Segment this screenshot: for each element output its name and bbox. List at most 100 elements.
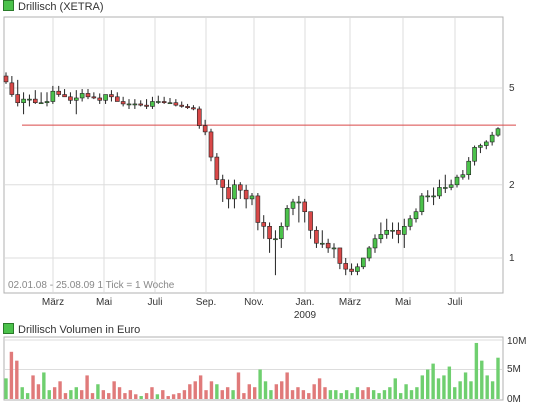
volume-bar: [426, 369, 430, 399]
y-tick-label-2: 2: [509, 180, 515, 191]
candle-body: [466, 160, 472, 176]
candle: [284, 205, 290, 231]
candle-body: [62, 94, 67, 98]
candle: [472, 145, 477, 166]
volume-bar: [366, 387, 370, 399]
volume-bar: [161, 390, 165, 399]
candle: [202, 119, 208, 136]
candle-body: [21, 98, 26, 104]
candle: [126, 99, 132, 109]
candle: [489, 131, 495, 146]
volume-bar: [166, 396, 170, 399]
candle: [50, 85, 56, 104]
x-tick-label-may-08: Mai: [96, 297, 112, 308]
volume-bar: [204, 390, 208, 399]
volume-bar: [253, 387, 257, 399]
volume-bar: [9, 351, 14, 399]
candle: [32, 90, 38, 104]
candle-body: [120, 101, 126, 105]
candle-body: [173, 102, 179, 106]
candle-body: [97, 97, 103, 101]
candle-body: [431, 195, 436, 198]
candle-body: [85, 93, 91, 98]
volume-bar: [52, 387, 57, 399]
volume-bar: [258, 369, 262, 399]
candle: [237, 182, 243, 199]
x-axis: März Mai Juli Sep. Nov. Jan. März Mai Ju…: [42, 297, 463, 321]
candle: [431, 187, 436, 206]
volume-bar: [474, 342, 479, 399]
candle: [325, 238, 331, 253]
volume-bar: [134, 394, 138, 399]
volume-bar: [334, 390, 338, 399]
candle-body: [114, 96, 120, 102]
x-year-label: 2009: [294, 310, 317, 321]
volume-bar: [269, 390, 273, 399]
candle-body: [448, 184, 454, 188]
volume-bar: [355, 387, 360, 399]
candlestick-series: [3, 72, 501, 276]
candle-body: [489, 134, 495, 143]
candle: [38, 92, 44, 105]
candle: [478, 143, 483, 154]
volume-bar: [317, 378, 322, 399]
candle-body: [396, 229, 401, 235]
volume-bar: [182, 390, 187, 399]
candle-body: [483, 141, 489, 146]
volume-bar: [431, 363, 435, 399]
candle-body: [360, 257, 366, 268]
volume-bar: [128, 390, 133, 399]
volume-bar: [307, 393, 311, 399]
candle: [302, 198, 308, 223]
candle: [114, 92, 120, 102]
candle: [437, 179, 442, 199]
x-tick-label-may-09: Mai: [395, 297, 411, 308]
volume-bar: [280, 381, 284, 399]
x-tick-label-jan-09: Jan.: [296, 297, 315, 308]
candle: [120, 96, 126, 107]
candle: [97, 93, 103, 104]
candle-body: [472, 147, 477, 162]
candle-body: [349, 268, 354, 272]
candle-body: [202, 125, 208, 133]
candle-body: [27, 98, 32, 101]
volume-bar: [107, 393, 111, 399]
volume-bar: [361, 390, 365, 399]
candle: [132, 99, 138, 109]
candle-body: [425, 195, 431, 198]
volume-bar: [323, 387, 327, 399]
candle: [109, 90, 114, 102]
volume-bar: [344, 390, 349, 399]
volume-bar: [74, 387, 78, 399]
candle-body: [73, 97, 79, 101]
candle-body: [208, 131, 214, 158]
candle: [226, 179, 231, 209]
candle-body: [478, 145, 483, 148]
candle: [314, 226, 319, 248]
candle: [179, 101, 185, 108]
volume-bar: [274, 384, 279, 399]
volume-bar: [36, 384, 41, 399]
candle: [384, 218, 390, 239]
volume-bar: [225, 387, 230, 399]
volume-bar: [496, 357, 500, 399]
volume-bar: [453, 387, 457, 399]
candle-body: [126, 103, 132, 106]
candle: [296, 195, 302, 223]
candle-body: [366, 247, 372, 259]
volume-bar: [377, 393, 381, 399]
candle: [448, 179, 454, 191]
candle: [396, 222, 401, 244]
candle-body: [91, 96, 97, 99]
volume-bar: [90, 393, 95, 399]
volume-bar: [447, 366, 452, 399]
candle-body: [150, 101, 155, 107]
candle-body: [407, 218, 413, 227]
candle-body: [220, 179, 226, 188]
volume-bar: [420, 375, 425, 399]
volume-bar: [328, 390, 333, 399]
candle: [44, 92, 50, 107]
candle-body: [255, 195, 261, 223]
candle: [161, 96, 167, 104]
volume-bar: [171, 394, 176, 399]
